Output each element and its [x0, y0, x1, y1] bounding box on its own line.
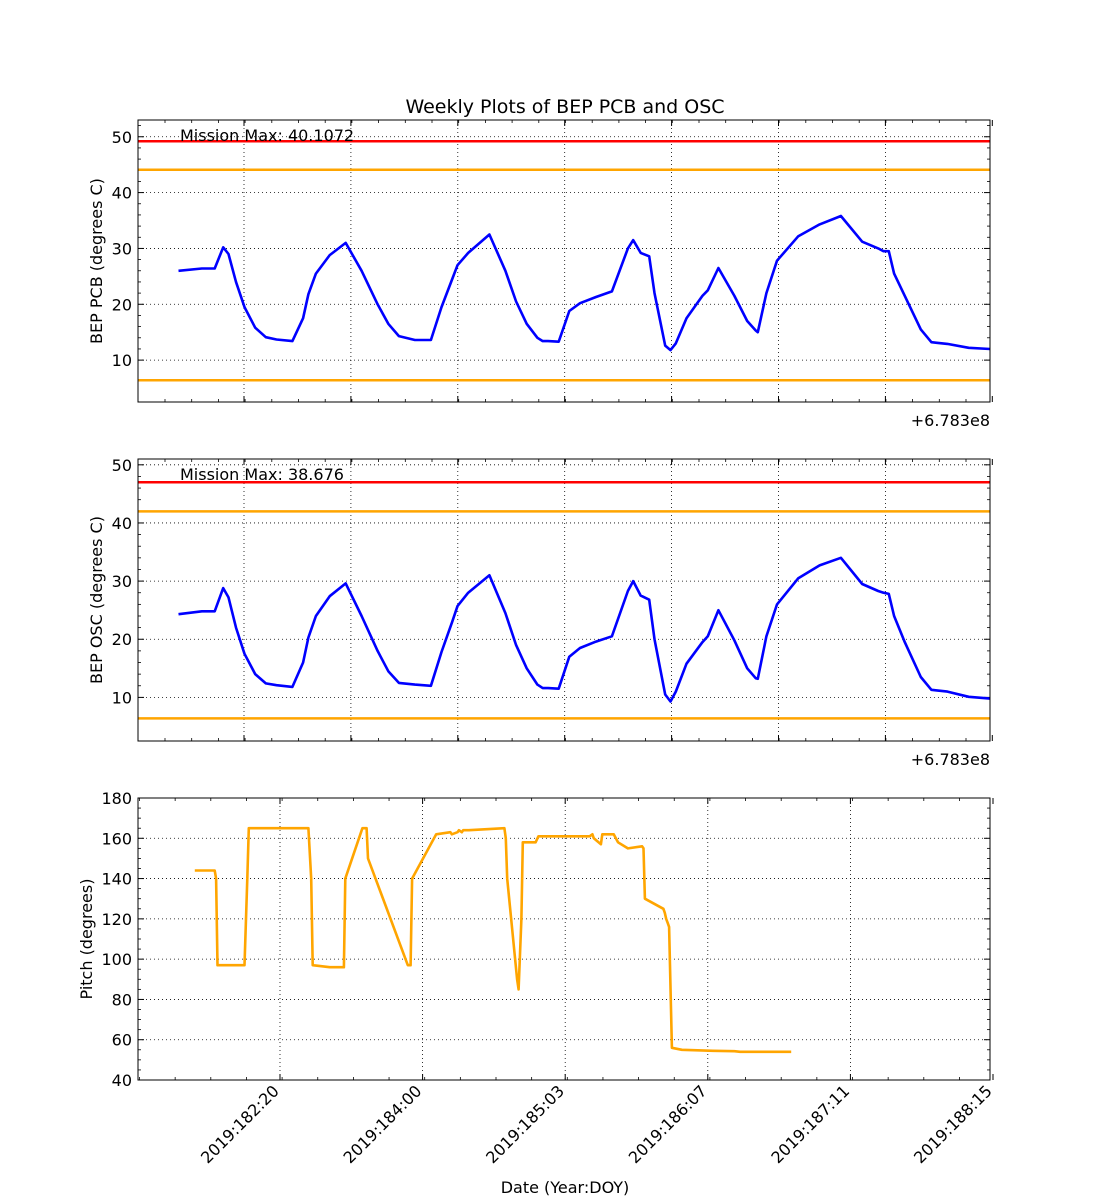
x-tick-label: 2019:188:15 [910, 1081, 996, 1167]
y-tick-label: 160 [101, 829, 132, 848]
x-tick-label: 2019:186:07 [625, 1081, 711, 1167]
y-tick-label: 50 [112, 128, 132, 147]
series-line [178, 214, 991, 352]
x-tick-label: 2019:184:00 [340, 1081, 426, 1167]
y-tick-label: 40 [112, 514, 132, 533]
y-tick-label: 120 [101, 910, 132, 929]
y-tick-label: 10 [112, 688, 132, 707]
pitch-panel: 40 60 80 100 120 140 160 180 Pitch (degrees) 2019… [77, 789, 996, 1167]
osc-panel: 10 20 30 40 50 Mission Max: 38.676 BEP OSC (de… [87, 456, 993, 769]
y-tick-label: 60 [112, 1031, 132, 1050]
x-tick-label: 2019:185:03 [482, 1081, 568, 1167]
x-axis-label: Date (Year:DOY) [501, 1178, 630, 1197]
mission-max-annotation: Mission Max: 40.1072 [180, 126, 354, 145]
y-tick-label: 50 [112, 456, 132, 475]
figure-title: Weekly Plots of BEP PCB and OSC [405, 96, 724, 118]
y-tick-label: 100 [101, 950, 132, 969]
y-axis-label: BEP OSC (degrees C) [87, 516, 106, 684]
plot-frame [137, 797, 991, 1081]
plot-frame [137, 119, 991, 403]
series-line [178, 556, 991, 703]
y-tick-label: 180 [101, 789, 132, 808]
x-offset-label: +6.783e8 [911, 411, 990, 430]
mission-max-annotation: Mission Max: 38.676 [180, 465, 344, 484]
y-tick-label: 10 [112, 351, 132, 370]
x-tick-label: 2019:182:20 [197, 1081, 283, 1167]
y-tick-label: 20 [112, 295, 132, 314]
series-line [194, 826, 792, 1054]
y-axis-label: BEP PCB (degrees C) [87, 178, 106, 344]
y-axis-label: Pitch (degrees) [77, 879, 96, 1000]
y-tick-label: 40 [112, 184, 132, 203]
x-tick-label: 2019:187:11 [767, 1081, 853, 1167]
x-offset-label: +6.783e8 [911, 750, 990, 769]
y-tick-label: 20 [112, 630, 132, 649]
y-tick-label: 30 [112, 572, 132, 591]
y-tick-label: 80 [112, 990, 132, 1009]
plot-frame [137, 458, 991, 742]
pcb-panel: 10 20 30 40 50 Mission Max: 40.1072 BEP PCB (d… [87, 119, 993, 430]
y-tick-label: 140 [101, 870, 132, 889]
y-tick-label: 30 [112, 239, 132, 258]
y-tick-label: 40 [112, 1071, 132, 1090]
